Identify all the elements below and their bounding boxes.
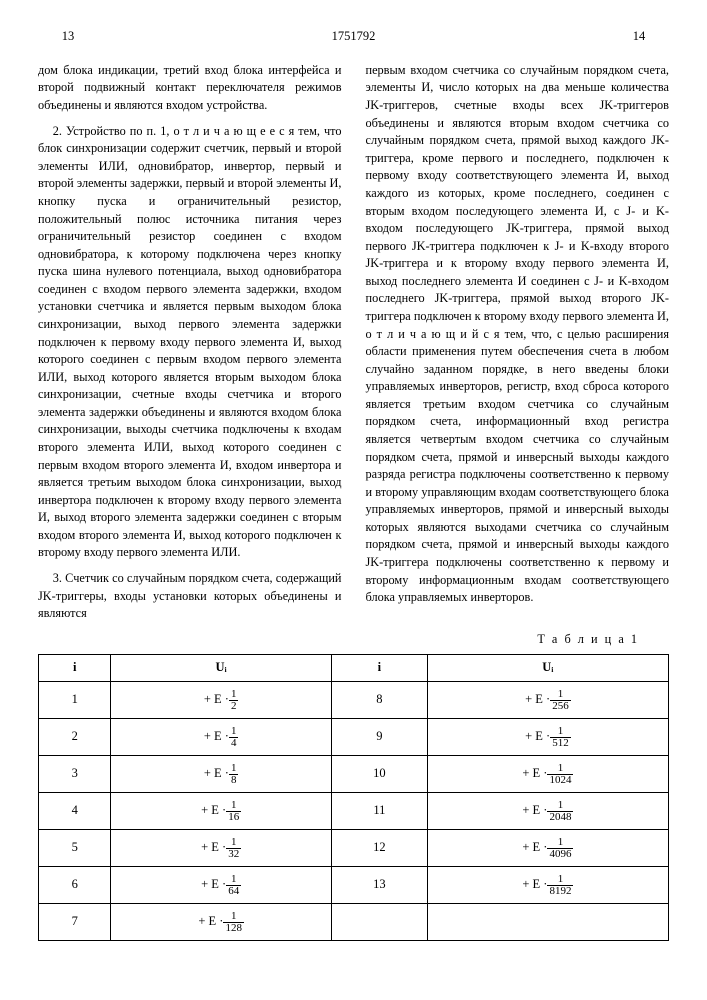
para-4: первым входом счетчика со случайным поря… bbox=[366, 62, 670, 607]
cell-ui-right bbox=[427, 904, 668, 941]
cell-i-right: 13 bbox=[331, 867, 427, 904]
th-ui-2: Uᵢ bbox=[427, 655, 668, 682]
cell-ui-left: + E · 132 bbox=[111, 830, 331, 867]
cell-i-left: 7 bbox=[39, 904, 111, 941]
table-row: 5+ E · 13212+ E · 14096 bbox=[39, 830, 669, 867]
para-1: дом блока индикации, третий вход блока и… bbox=[38, 62, 342, 115]
cell-ui-right: + E · 11024 bbox=[427, 756, 668, 793]
cell-ui-left: + E · 18 bbox=[111, 756, 331, 793]
page-header: 13 1751792 14 bbox=[38, 28, 669, 46]
cell-i-right: 11 bbox=[331, 793, 427, 830]
table-1: i Uᵢ i Uᵢ 1+ E · 128+ E · 12562+ E · 149… bbox=[38, 654, 669, 941]
para-2: 2. Устройство по п. 1, о т л и ч а ю щ е… bbox=[38, 123, 342, 562]
cell-i-left: 4 bbox=[39, 793, 111, 830]
table-row: 3+ E · 1810+ E · 11024 bbox=[39, 756, 669, 793]
table-body: 1+ E · 128+ E · 12562+ E · 149+ E · 1512… bbox=[39, 682, 669, 941]
cell-i-left: 3 bbox=[39, 756, 111, 793]
cell-ui-left: + E · 12 bbox=[111, 682, 331, 719]
body-columns: дом блока индикации, третий вход блока и… bbox=[38, 62, 669, 623]
cell-ui-left: + E · 14 bbox=[111, 719, 331, 756]
table-label: Т а б л и ц а 1 bbox=[38, 631, 669, 649]
table-wrap: Т а б л и ц а 1 i Uᵢ i Uᵢ 1+ E · 128+ E … bbox=[38, 631, 669, 941]
th-ui-1: Uᵢ bbox=[111, 655, 331, 682]
table-row: 4+ E · 11611+ E · 12048 bbox=[39, 793, 669, 830]
cell-i-right: 8 bbox=[331, 682, 427, 719]
table-row: 7+ E · 1128 bbox=[39, 904, 669, 941]
cell-i-right: 9 bbox=[331, 719, 427, 756]
table-header-row: i Uᵢ i Uᵢ bbox=[39, 655, 669, 682]
cell-ui-right: + E · 12048 bbox=[427, 793, 668, 830]
cell-i-right bbox=[331, 904, 427, 941]
cell-i-left: 5 bbox=[39, 830, 111, 867]
table-row: 1+ E · 128+ E · 1256 bbox=[39, 682, 669, 719]
cell-ui-left: + E · 1128 bbox=[111, 904, 331, 941]
page-num-left: 13 bbox=[38, 28, 98, 46]
table-row: 2+ E · 149+ E · 1512 bbox=[39, 719, 669, 756]
cell-ui-right: + E · 14096 bbox=[427, 830, 668, 867]
para-3: 3. Счетчик со случайным порядком счета, … bbox=[38, 570, 342, 623]
doc-number: 1751792 bbox=[98, 28, 609, 46]
cell-i-left: 1 bbox=[39, 682, 111, 719]
cell-i-right: 12 bbox=[331, 830, 427, 867]
cell-ui-right: + E · 1512 bbox=[427, 719, 668, 756]
cell-i-left: 2 bbox=[39, 719, 111, 756]
th-i-2: i bbox=[331, 655, 427, 682]
table-row: 6+ E · 16413+ E · 18192 bbox=[39, 867, 669, 904]
page-num-right: 14 bbox=[609, 28, 669, 46]
cell-i-left: 6 bbox=[39, 867, 111, 904]
cell-ui-left: + E · 116 bbox=[111, 793, 331, 830]
th-i-1: i bbox=[39, 655, 111, 682]
cell-ui-right: + E · 1256 bbox=[427, 682, 668, 719]
cell-i-right: 10 bbox=[331, 756, 427, 793]
cell-ui-left: + E · 164 bbox=[111, 867, 331, 904]
cell-ui-right: + E · 18192 bbox=[427, 867, 668, 904]
